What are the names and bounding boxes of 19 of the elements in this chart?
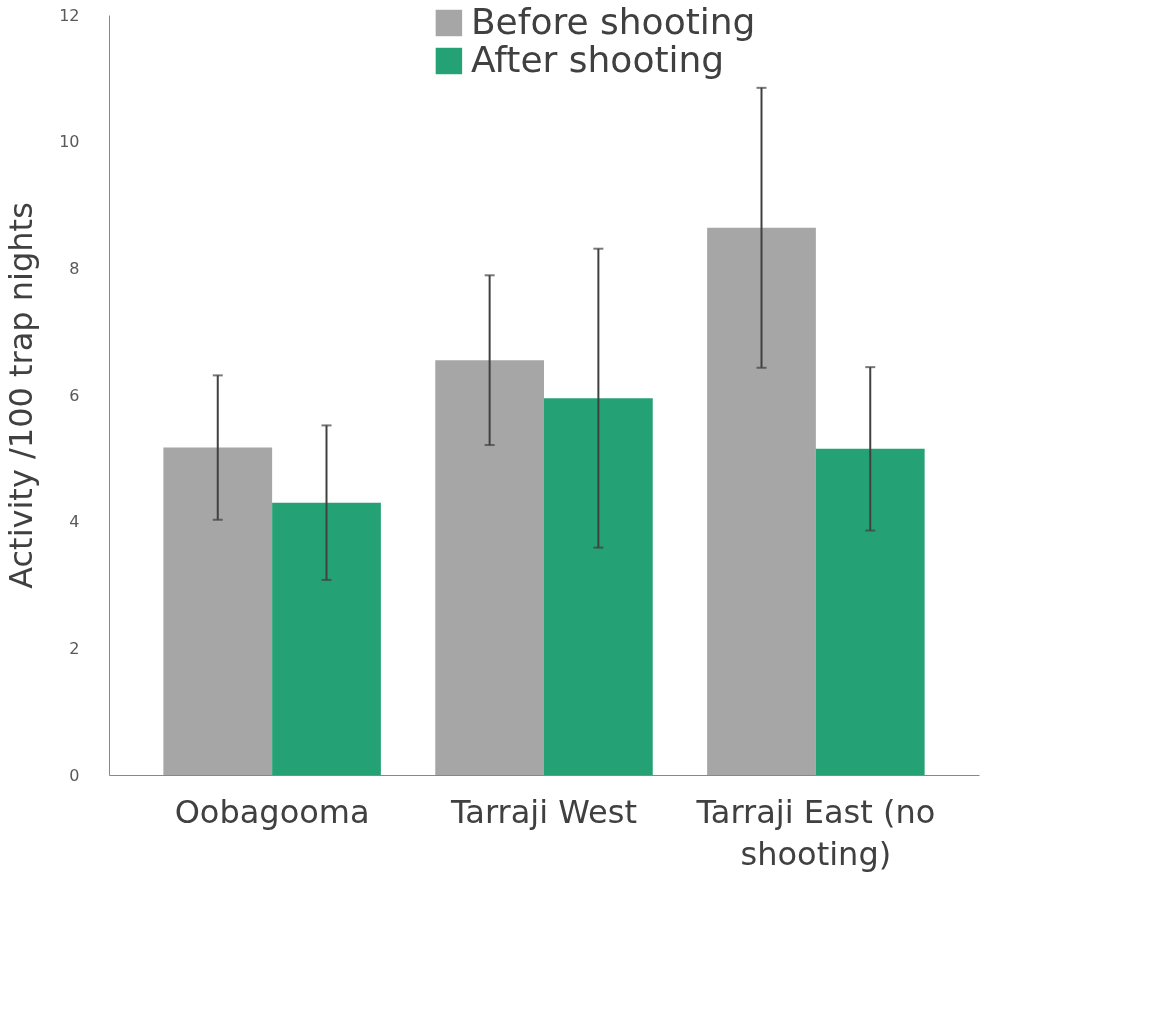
y-tick-label: 8 [69, 258, 80, 278]
y-tick-label: 12 [59, 5, 80, 25]
bar [707, 227, 816, 775]
bar [163, 447, 273, 775]
y-tick-label: 0 [69, 765, 80, 785]
legend-label: Before shooting [470, 1, 756, 42]
bar [544, 398, 653, 775]
y-tick-label: 10 [59, 132, 80, 152]
legend-label: After shooting [470, 39, 725, 80]
bar [272, 502, 381, 775]
y-axis-title: Activity /100 trap nights [2, 202, 41, 589]
x-tick-label: Tarraji West [450, 792, 637, 831]
y-tick-label: 2 [69, 638, 80, 658]
y-tick-label: 4 [69, 512, 80, 532]
x-tick-label: Tarraji East (no shooting) [695, 792, 936, 873]
bar [815, 448, 925, 775]
y-tick-label: 6 [69, 385, 80, 405]
x-tick-label: Oobagooma [174, 792, 370, 831]
bar [435, 360, 544, 775]
